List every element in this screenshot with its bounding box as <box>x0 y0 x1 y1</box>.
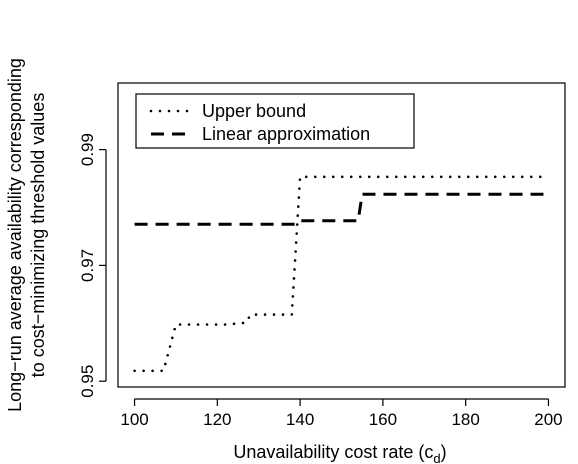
x-tick-label: 100 <box>120 410 148 429</box>
y-tick-label: 0.95 <box>78 365 97 398</box>
y-tick-label: 0.97 <box>78 249 97 282</box>
legend-box <box>135 93 415 149</box>
y-tick-label: 0.99 <box>78 133 97 166</box>
y-axis-title-line1: Long−run average availability correspond… <box>5 58 25 412</box>
y-axis-title-line2: to cost−minimizing threshold values <box>28 93 48 378</box>
x-tick-label: 200 <box>534 410 562 429</box>
legend: Upper bound Linear approximation <box>135 93 415 149</box>
y-axis: 0.95 0.97 0.99 <box>78 133 107 398</box>
series-linear-approximation <box>134 192 549 226</box>
series-layer <box>133 175 550 373</box>
plot-box <box>117 82 566 388</box>
legend-label-upper-bound: Upper bound <box>202 101 306 121</box>
x-axis-title: Unavailability cost rate (cd) <box>233 442 446 464</box>
x-tick-label: 180 <box>451 410 479 429</box>
series-upper-bound <box>133 175 550 373</box>
x-tick-label: 140 <box>286 410 314 429</box>
x-axis: 100 120 140 160 180 200 <box>120 398 563 429</box>
x-tick-label: 160 <box>369 410 397 429</box>
legend-label-linear-approximation: Linear approximation <box>202 124 370 144</box>
x-tick-label: 120 <box>203 410 231 429</box>
